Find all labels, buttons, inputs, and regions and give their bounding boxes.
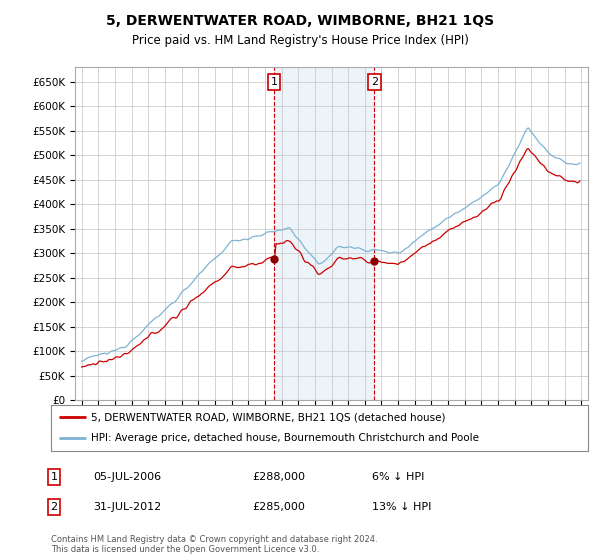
Bar bbox=[274, 67, 374, 400]
Text: 2: 2 bbox=[50, 502, 58, 512]
Text: 13% ↓ HPI: 13% ↓ HPI bbox=[372, 502, 431, 512]
Text: HPI: Average price, detached house, Bournemouth Christchurch and Poole: HPI: Average price, detached house, Bour… bbox=[91, 433, 479, 444]
Text: 31-JUL-2012: 31-JUL-2012 bbox=[93, 502, 161, 512]
Text: £285,000: £285,000 bbox=[252, 502, 305, 512]
Text: 5, DERWENTWATER ROAD, WIMBORNE, BH21 1QS: 5, DERWENTWATER ROAD, WIMBORNE, BH21 1QS bbox=[106, 14, 494, 28]
Text: 6% ↓ HPI: 6% ↓ HPI bbox=[372, 472, 424, 482]
Text: Price paid vs. HM Land Registry's House Price Index (HPI): Price paid vs. HM Land Registry's House … bbox=[131, 34, 469, 46]
Text: 5, DERWENTWATER ROAD, WIMBORNE, BH21 1QS (detached house): 5, DERWENTWATER ROAD, WIMBORNE, BH21 1QS… bbox=[91, 412, 446, 422]
Text: £288,000: £288,000 bbox=[252, 472, 305, 482]
Text: 2: 2 bbox=[371, 77, 378, 87]
Text: 05-JUL-2006: 05-JUL-2006 bbox=[93, 472, 161, 482]
Text: 1: 1 bbox=[271, 77, 277, 87]
Text: Contains HM Land Registry data © Crown copyright and database right 2024.
This d: Contains HM Land Registry data © Crown c… bbox=[51, 535, 377, 554]
Text: 1: 1 bbox=[50, 472, 58, 482]
